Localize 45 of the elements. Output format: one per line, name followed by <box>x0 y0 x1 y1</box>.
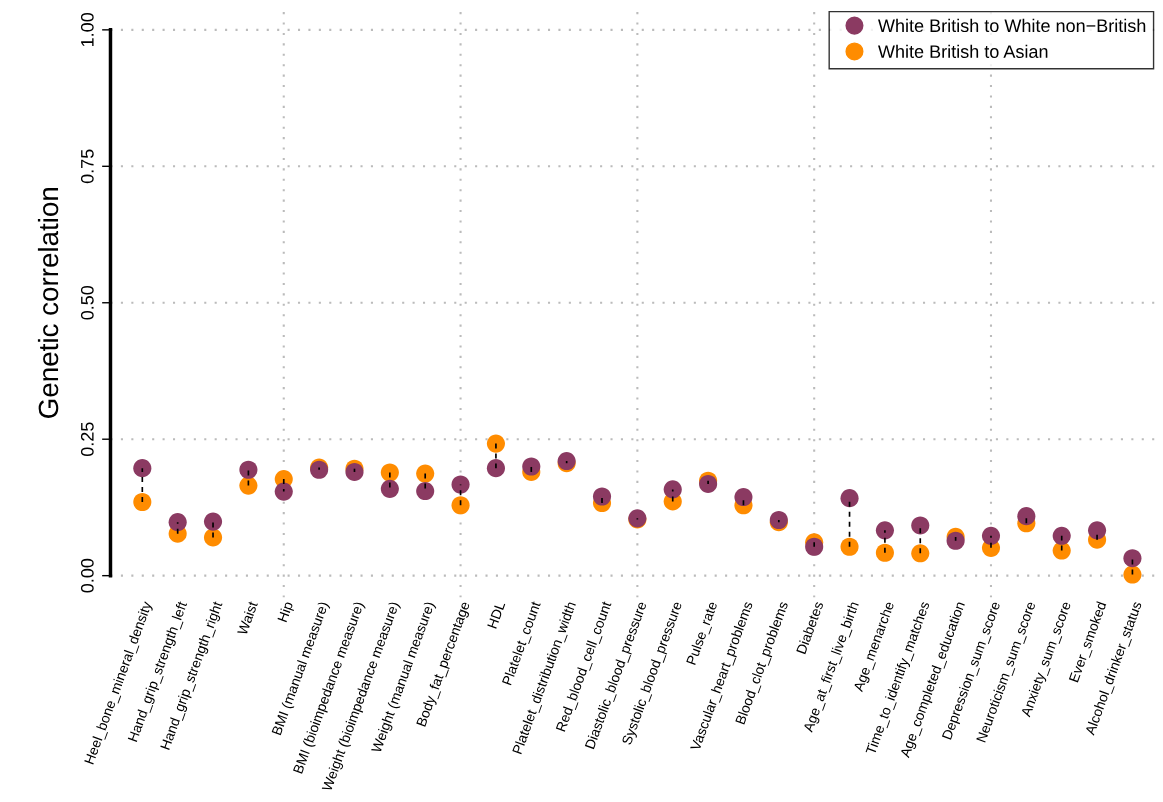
point <box>522 457 541 476</box>
point <box>1052 526 1071 545</box>
point <box>239 460 258 479</box>
y-tick-label: 1.00 <box>80 12 94 47</box>
point <box>946 531 965 550</box>
point <box>699 474 718 494</box>
y-axis-title: Genetic correlation <box>37 187 59 418</box>
point <box>380 463 399 482</box>
point <box>380 479 399 498</box>
point <box>345 462 364 482</box>
point <box>592 487 612 506</box>
point <box>1088 521 1107 540</box>
point <box>168 513 187 532</box>
legend-label: White British to Asian <box>878 44 1048 58</box>
point <box>274 482 293 501</box>
point <box>911 544 930 563</box>
point <box>416 464 435 483</box>
x-tick-label: Hip <box>277 600 296 624</box>
point <box>663 480 682 499</box>
point <box>1123 565 1142 584</box>
point <box>875 543 894 562</box>
point <box>203 512 223 531</box>
point <box>416 482 435 501</box>
point <box>486 434 505 453</box>
point <box>1017 507 1036 526</box>
point <box>1123 549 1142 568</box>
y-tick-label: 0.75 <box>80 149 94 184</box>
point <box>805 537 824 556</box>
point <box>981 526 1001 545</box>
point <box>840 489 859 508</box>
point <box>133 459 152 478</box>
point <box>239 476 258 495</box>
point <box>875 521 894 540</box>
y-tick-label: 0.50 <box>80 285 94 320</box>
y-tick-label: 0.00 <box>80 558 94 593</box>
point <box>133 492 152 512</box>
point <box>451 496 470 515</box>
point <box>734 488 753 507</box>
y-tick-label: 0.25 <box>80 422 94 457</box>
x-tick-label: Waist <box>236 600 258 636</box>
point <box>486 459 505 478</box>
legend-label: White British to White non−British <box>878 18 1146 33</box>
point <box>451 475 470 494</box>
point <box>840 537 859 556</box>
point <box>911 516 930 535</box>
